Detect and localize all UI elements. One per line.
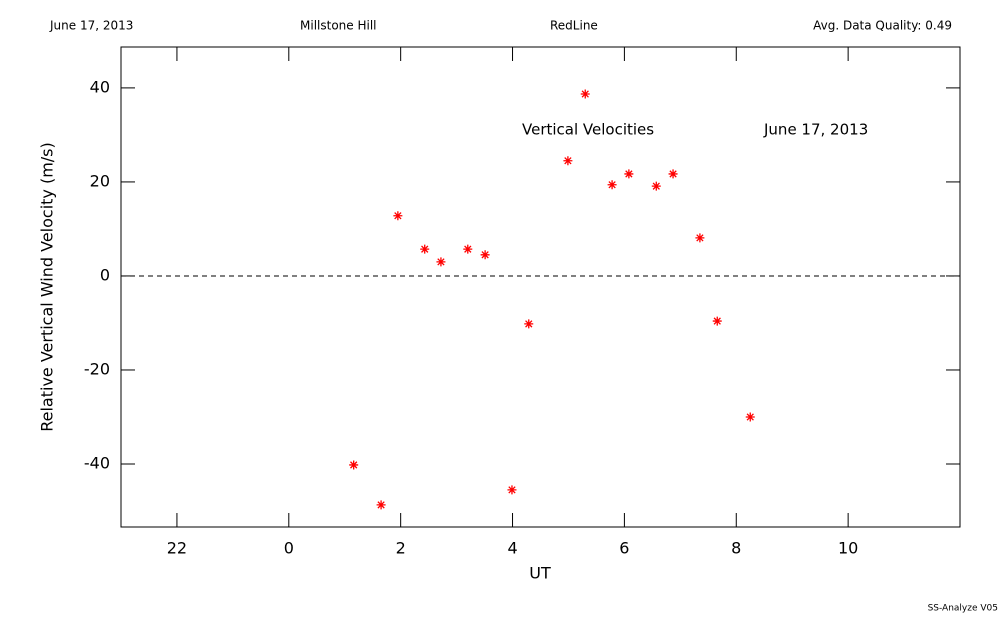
data-point bbox=[420, 244, 430, 254]
y-tick-label: 20 bbox=[90, 171, 110, 190]
plot-frame bbox=[120, 46, 961, 528]
y-axis-label: Relative Vertical Wind Velocity (m/s) bbox=[38, 142, 57, 432]
data-point bbox=[349, 460, 359, 470]
data-point bbox=[376, 500, 386, 510]
y-tick-label: 0 bbox=[100, 265, 110, 284]
header-quality: Avg. Data Quality: 0.49 bbox=[813, 19, 952, 33]
x-tick-label: 8 bbox=[731, 539, 741, 558]
data-point bbox=[712, 316, 722, 326]
x-tick-label: 6 bbox=[619, 539, 629, 558]
x-tick-label: 22 bbox=[167, 539, 187, 558]
data-point bbox=[480, 250, 490, 260]
header-line: RedLine bbox=[550, 19, 598, 33]
x-tick-label: 0 bbox=[284, 539, 294, 558]
data-point bbox=[507, 485, 517, 495]
x-axis-label: UT bbox=[529, 564, 551, 583]
data-point bbox=[524, 319, 534, 329]
data-point bbox=[668, 169, 678, 179]
annotation: June 17, 2013 bbox=[763, 121, 868, 139]
data-point bbox=[436, 257, 446, 267]
data-point bbox=[745, 412, 755, 422]
data-point bbox=[695, 233, 705, 243]
y-tick-label: 40 bbox=[90, 77, 110, 96]
data-point bbox=[563, 156, 573, 166]
data-point bbox=[607, 180, 617, 190]
x-tick-label: 10 bbox=[838, 539, 858, 558]
data-point bbox=[463, 244, 473, 254]
header-site: Millstone Hill bbox=[300, 19, 376, 33]
x-tick-label: 4 bbox=[507, 539, 517, 558]
data-point bbox=[393, 211, 403, 221]
header-date: June 17, 2013 bbox=[49, 19, 133, 33]
footer: SS-Analyze V05 bbox=[928, 604, 998, 614]
data-point bbox=[651, 181, 661, 191]
data-point bbox=[580, 89, 590, 99]
annotation: Vertical Velocities bbox=[522, 121, 654, 139]
data-point bbox=[624, 169, 634, 179]
y-tick-label: -20 bbox=[84, 359, 110, 378]
y-tick-label: -40 bbox=[84, 454, 110, 473]
x-tick-label: 2 bbox=[396, 539, 406, 558]
